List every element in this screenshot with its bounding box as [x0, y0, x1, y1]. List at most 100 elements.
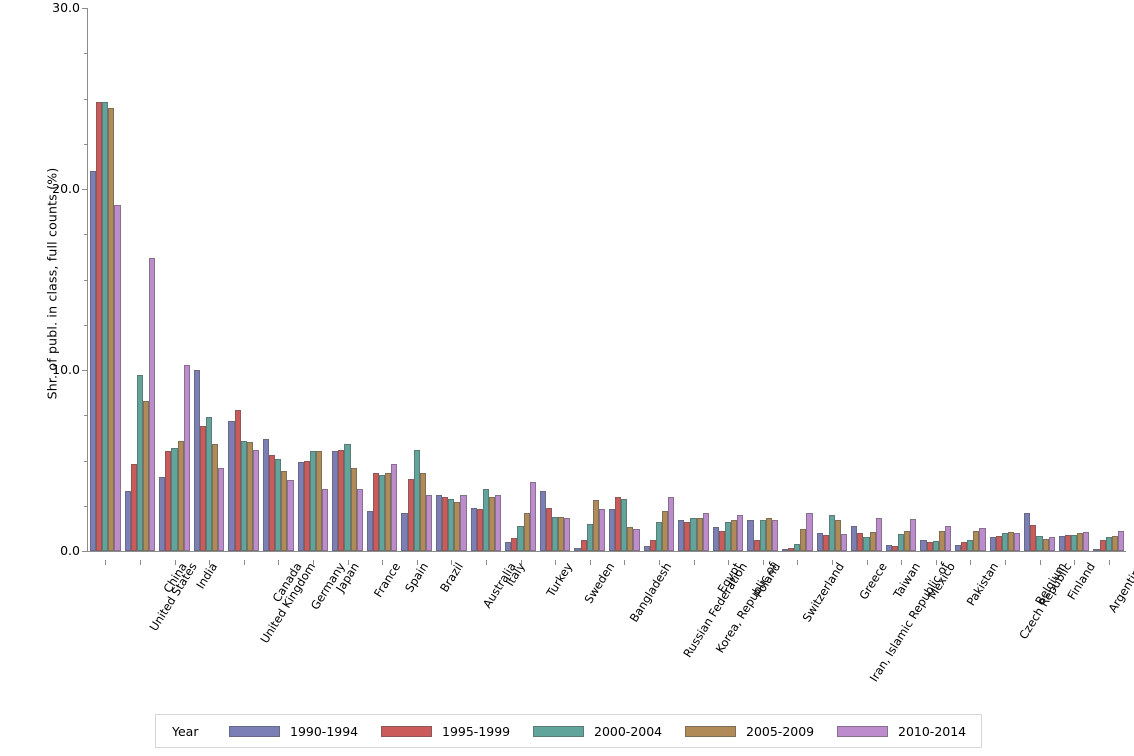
- bar[interactable]: [246, 442, 253, 551]
- bar[interactable]: [350, 467, 357, 551]
- bar[interactable]: [448, 498, 455, 551]
- bar[interactable]: [206, 417, 213, 551]
- bar[interactable]: [90, 170, 97, 551]
- bar[interactable]: [1064, 534, 1072, 551]
- bar[interactable]: [228, 420, 235, 551]
- bar[interactable]: [1099, 540, 1106, 551]
- bar[interactable]: [275, 458, 282, 551]
- bar[interactable]: [338, 449, 345, 551]
- bar[interactable]: [425, 494, 432, 551]
- bar[interactable]: [574, 548, 581, 551]
- bar[interactable]: [863, 536, 870, 551]
- bar[interactable]: [401, 513, 408, 551]
- bar[interactable]: [910, 519, 917, 551]
- bar[interactable]: [476, 509, 483, 551]
- bar[interactable]: [263, 438, 270, 551]
- bar[interactable]: [875, 518, 882, 551]
- bar[interactable]: [1083, 532, 1090, 551]
- bar[interactable]: [1117, 531, 1124, 551]
- bar[interactable]: [252, 449, 259, 551]
- bar[interactable]: [315, 451, 323, 551]
- bar[interactable]: [1105, 536, 1112, 551]
- bar[interactable]: [366, 511, 373, 551]
- bar[interactable]: [621, 498, 628, 551]
- bar[interactable]: [643, 546, 650, 551]
- bar[interactable]: [218, 467, 225, 551]
- bar[interactable]: [356, 489, 363, 551]
- bar[interactable]: [281, 471, 288, 551]
- bar[interactable]: [1071, 534, 1078, 551]
- bar[interactable]: [684, 522, 691, 551]
- bar[interactable]: [552, 516, 559, 551]
- bar[interactable]: [580, 540, 587, 551]
- bar[interactable]: [114, 205, 121, 551]
- bar[interactable]: [794, 543, 801, 551]
- bar[interactable]: [898, 533, 905, 551]
- bar[interactable]: [564, 518, 571, 551]
- bar[interactable]: [932, 541, 939, 551]
- bar[interactable]: [690, 518, 697, 551]
- bar[interactable]: [718, 531, 726, 551]
- bar[interactable]: [1111, 535, 1118, 551]
- bar[interactable]: [788, 548, 795, 551]
- bar[interactable]: [1024, 513, 1031, 551]
- bar[interactable]: [212, 444, 219, 551]
- bar[interactable]: [920, 540, 927, 551]
- bar[interactable]: [967, 540, 974, 551]
- bar[interactable]: [904, 531, 911, 551]
- bar[interactable]: [545, 507, 553, 551]
- bar[interactable]: [989, 536, 996, 551]
- bar[interactable]: [372, 473, 380, 551]
- bar[interactable]: [598, 509, 605, 551]
- bar[interactable]: [454, 502, 461, 551]
- bar[interactable]: [1007, 532, 1015, 551]
- bar[interactable]: [332, 451, 339, 551]
- bar[interactable]: [96, 102, 103, 551]
- bar[interactable]: [782, 549, 789, 551]
- bar[interactable]: [696, 518, 703, 551]
- bar[interactable]: [1093, 549, 1100, 551]
- bar[interactable]: [183, 364, 190, 551]
- bar[interactable]: [725, 522, 732, 551]
- bar[interactable]: [586, 523, 593, 551]
- bar[interactable]: [407, 478, 414, 551]
- bar[interactable]: [1030, 524, 1037, 551]
- bar[interactable]: [1014, 532, 1021, 551]
- bar[interactable]: [124, 491, 131, 551]
- bar[interactable]: [488, 496, 496, 551]
- bar[interactable]: [615, 496, 622, 551]
- bar[interactable]: [1077, 532, 1084, 551]
- bar[interactable]: [136, 375, 143, 551]
- bar[interactable]: [159, 476, 166, 551]
- bar[interactable]: [495, 494, 502, 551]
- bar[interactable]: [747, 520, 754, 551]
- bar[interactable]: [961, 541, 968, 551]
- bar[interactable]: [1058, 535, 1065, 551]
- bar[interactable]: [442, 496, 449, 551]
- bar[interactable]: [649, 540, 656, 551]
- bar[interactable]: [609, 509, 616, 551]
- bar[interactable]: [731, 520, 738, 551]
- bar[interactable]: [661, 511, 669, 551]
- bar[interactable]: [759, 520, 766, 551]
- bar[interactable]: [240, 440, 247, 551]
- bar[interactable]: [1036, 535, 1043, 551]
- bar[interactable]: [322, 489, 329, 551]
- bar[interactable]: [539, 491, 546, 551]
- bar[interactable]: [633, 529, 640, 551]
- bar[interactable]: [702, 513, 709, 551]
- bar[interactable]: [753, 540, 760, 551]
- bar[interactable]: [891, 546, 899, 551]
- bar[interactable]: [558, 516, 565, 551]
- bar[interactable]: [149, 257, 156, 551]
- bar[interactable]: [944, 525, 951, 551]
- bar[interactable]: [379, 474, 386, 551]
- bar[interactable]: [1001, 532, 1008, 551]
- bar[interactable]: [938, 531, 945, 551]
- bar[interactable]: [973, 531, 980, 551]
- bar[interactable]: [165, 451, 172, 551]
- bar[interactable]: [505, 541, 512, 551]
- bar[interactable]: [800, 529, 807, 551]
- bar[interactable]: [529, 482, 536, 551]
- bar[interactable]: [851, 525, 858, 551]
